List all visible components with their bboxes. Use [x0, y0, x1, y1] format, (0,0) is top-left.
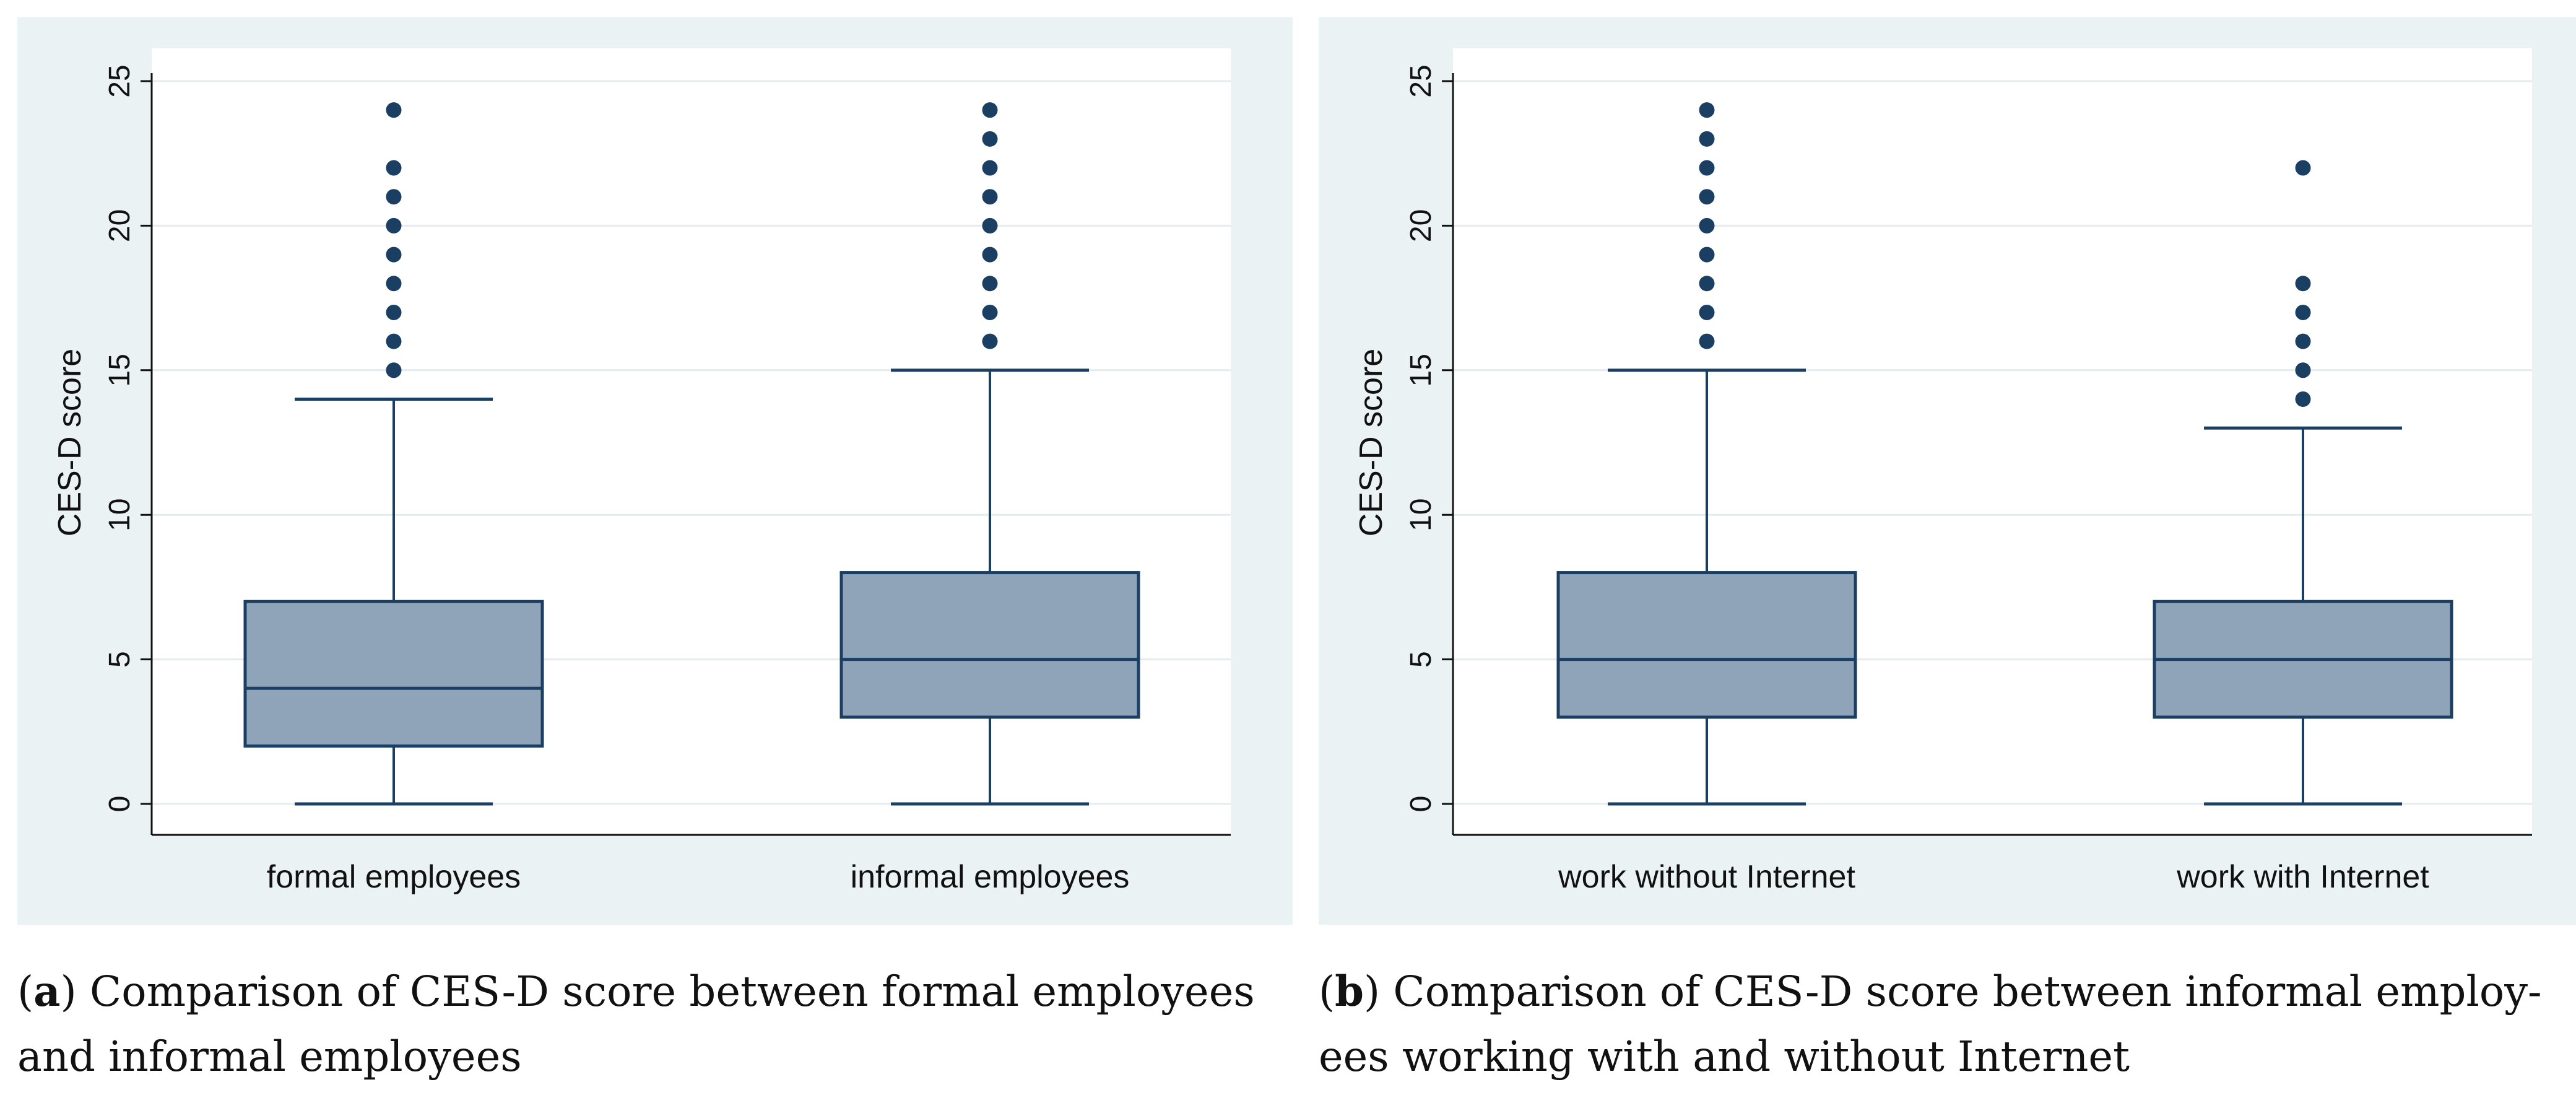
box-group — [2153, 160, 2453, 806]
outlier-point — [982, 102, 998, 118]
y-tick-label: 20 — [1405, 209, 1438, 242]
caption-b: (b) Comparison of CES-D score between in… — [1319, 967, 2542, 1081]
y-tick-label: 0 — [1405, 796, 1438, 813]
x-category-label: work with Internet — [2176, 859, 2429, 895]
outlier-point — [982, 304, 998, 320]
y-axis-title: CES-D score — [1353, 349, 1389, 536]
outlier-point — [2295, 333, 2311, 349]
box-group — [243, 102, 544, 806]
chart-svg-b: 0 5 10 15 20 25 CES-D score work without Intern… — [1353, 48, 2532, 895]
outlier-point — [2295, 276, 2311, 292]
outlier-point — [386, 276, 402, 292]
y-tick-label: 5 — [103, 651, 136, 668]
y-axis-title: CES-D score — [52, 349, 88, 536]
iqr-box — [243, 600, 544, 748]
outlier-point — [1699, 217, 1715, 233]
chart-panel-b: 0 5 10 15 20 25 CES-D score work without Intern… — [1319, 17, 2576, 925]
outlier-point — [982, 189, 998, 205]
caption-a-label: a — [33, 967, 61, 1016]
outlier-point — [2295, 391, 2311, 407]
y-tick-label: 10 — [103, 499, 136, 531]
outlier-point — [982, 160, 998, 176]
outlier-point — [386, 102, 402, 118]
outlier-point — [982, 246, 998, 263]
outlier-point — [386, 160, 402, 176]
x-category-label: work without Internet — [1558, 859, 1855, 895]
outlier-point — [1699, 276, 1715, 292]
outlier-point — [982, 217, 998, 233]
y-tick-label: 25 — [1405, 64, 1438, 97]
y-tick-label: 5 — [1405, 651, 1438, 668]
outlier-point — [386, 333, 402, 349]
iqr-box — [839, 571, 1140, 719]
box-group — [1556, 102, 1857, 806]
outlier-point — [1699, 189, 1715, 205]
outlier-point — [386, 217, 402, 233]
outlier-point — [386, 189, 402, 205]
outlier-point — [982, 131, 998, 147]
outlier-point — [982, 333, 998, 349]
outlier-point — [1699, 102, 1715, 118]
outlier-point — [1699, 333, 1715, 349]
outlier-point — [2295, 362, 2311, 378]
outlier-point — [1699, 131, 1715, 147]
caption-b-text: ) Comparison of CES-D score between info… — [1319, 967, 2542, 1081]
caption-a: (a) Comparison of CES-D score between fo… — [17, 967, 1255, 1081]
y-tick-label: 20 — [103, 209, 136, 242]
caption-b-label: b — [1335, 967, 1364, 1016]
y-tick-label: 10 — [1405, 499, 1438, 531]
caption-a-text: ) Comparison of CES-D score between form… — [17, 967, 1255, 1081]
chart-panel-a: 0 5 10 15 20 25 CES-D score formal employees inf… — [17, 17, 1293, 925]
outlier-point — [1699, 160, 1715, 176]
chart-svg-a: 0 5 10 15 20 25 CES-D score formal employees inf… — [52, 48, 1231, 895]
x-category-label: formal employees — [267, 859, 521, 895]
outlier-point — [386, 362, 402, 378]
y-tick-label: 0 — [103, 796, 136, 813]
y-tick-label: 15 — [103, 354, 136, 386]
x-category-label: informal employees — [851, 859, 1130, 895]
y-tick-label: 15 — [1405, 354, 1438, 386]
outlier-point — [1699, 246, 1715, 263]
outlier-point — [1699, 304, 1715, 320]
outlier-point — [2295, 160, 2311, 176]
outlier-point — [386, 304, 402, 320]
outlier-point — [982, 276, 998, 292]
iqr-box — [1556, 571, 1857, 719]
y-tick-label: 25 — [103, 64, 136, 97]
box-group — [839, 102, 1140, 806]
outlier-point — [2295, 304, 2311, 320]
outlier-point — [386, 246, 402, 263]
